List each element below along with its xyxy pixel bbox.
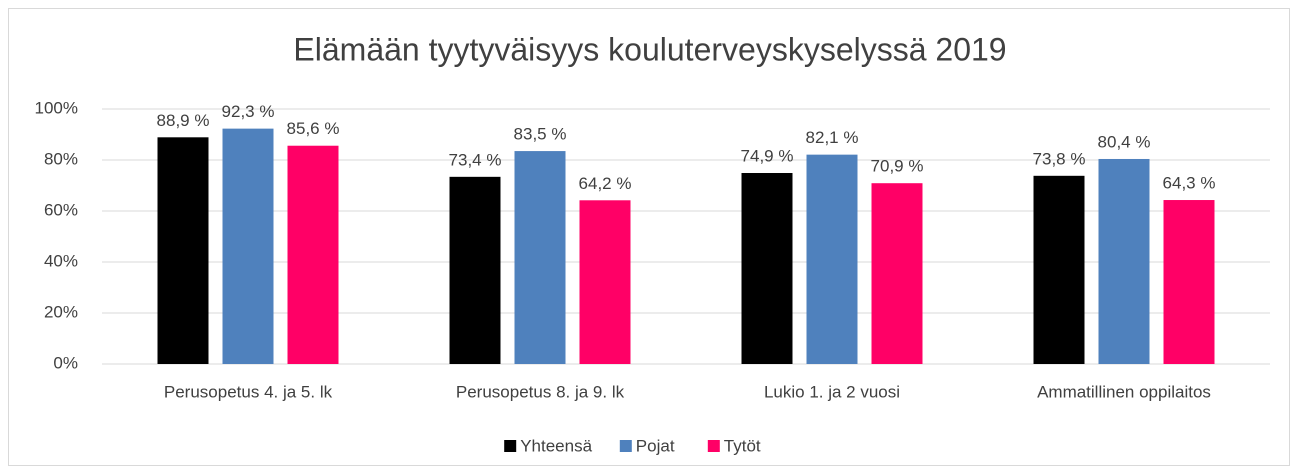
x-tick-label: Lukio 1. ja 2 vuosi xyxy=(764,382,900,401)
bar xyxy=(806,154,858,364)
x-tick-label: Perusopetus 4. ja 5. lk xyxy=(164,382,333,401)
y-tick-label: 20% xyxy=(44,302,78,321)
data-label: 92,3 % xyxy=(222,102,275,121)
legend-swatch xyxy=(619,440,632,452)
chart-title: Elämään tyytyväisyys kouluterveyskyselys… xyxy=(293,31,1006,67)
x-tick-label: Ammatillinen oppilaitos xyxy=(1037,382,1211,401)
bar xyxy=(222,128,274,364)
data-label: 83,5 % xyxy=(514,125,567,144)
bar xyxy=(1098,158,1150,364)
bar xyxy=(514,151,566,364)
legend-swatch xyxy=(504,440,517,452)
bar xyxy=(287,145,339,364)
legend-label: Yhteensä xyxy=(520,436,592,455)
x-tick-label: Perusopetus 8. ja 9. lk xyxy=(456,382,625,401)
y-tick-label: 40% xyxy=(44,251,78,270)
legend-label: Tytöt xyxy=(724,436,761,455)
data-label: 82,1 % xyxy=(806,128,859,147)
data-label: 73,8 % xyxy=(1033,149,1086,168)
y-tick-label: 100% xyxy=(35,98,78,117)
y-tick-label: 80% xyxy=(44,149,78,168)
bar xyxy=(871,183,923,364)
bar xyxy=(741,173,793,364)
data-label: 85,6 % xyxy=(287,119,340,138)
data-label: 73,4 % xyxy=(449,150,502,169)
data-label: 88,9 % xyxy=(157,111,210,130)
data-label: 64,3 % xyxy=(1163,174,1216,193)
data-label: 80,4 % xyxy=(1098,132,1151,151)
bar xyxy=(157,137,209,364)
data-label: 64,2 % xyxy=(579,174,632,193)
y-tick-label: 0% xyxy=(53,353,78,372)
data-label: 70,9 % xyxy=(871,157,924,176)
bar xyxy=(579,200,631,364)
legend-label: Pojat xyxy=(636,436,675,455)
bar xyxy=(449,176,501,364)
y-tick-label: 60% xyxy=(44,200,78,219)
bar xyxy=(1033,175,1085,364)
data-label: 74,9 % xyxy=(741,146,794,165)
bar xyxy=(1163,200,1215,364)
legend-swatch xyxy=(707,440,720,452)
